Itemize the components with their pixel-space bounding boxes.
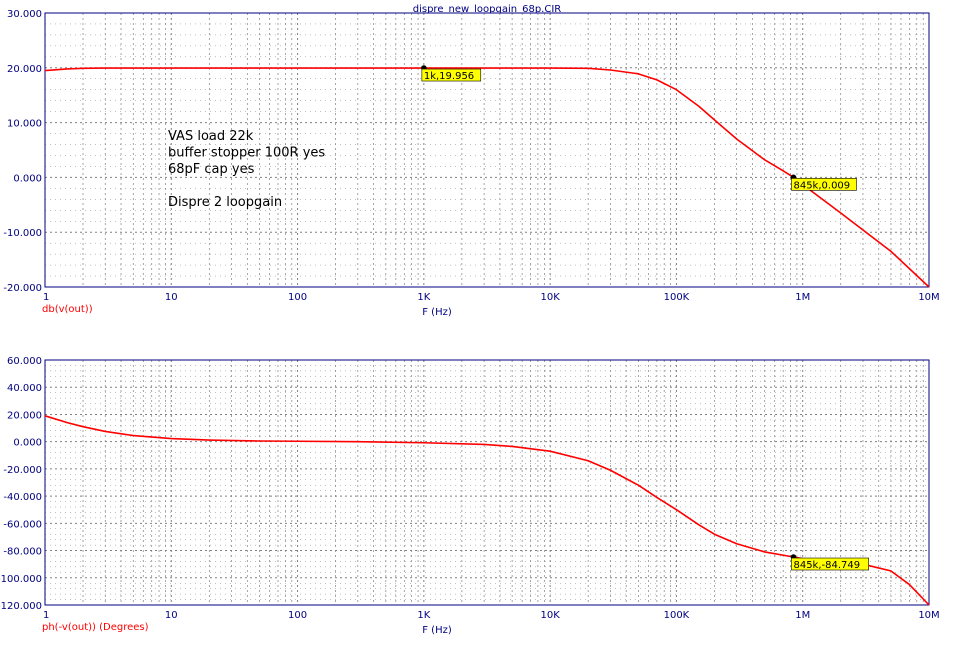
- phase-plot-panel: 60.000 40.000 20.000 0.000 -20.000 -40.000 -60…: [0, 356, 940, 636]
- annotation-line: Dispre 2 loopgain: [168, 195, 282, 210]
- x-tick-label: 10K: [540, 292, 560, 303]
- marker-label: 845k,0.009: [793, 180, 850, 191]
- annotation-line: buffer stopper 100R yes: [168, 146, 325, 161]
- x-tick-label: 100: [288, 292, 307, 303]
- annotation-text: VAS load 22k buffer stopper 100R yes 68pF …: [168, 129, 325, 210]
- y-tick-label: 40.000: [7, 383, 42, 394]
- x-tick-label: 100K: [664, 292, 690, 303]
- marker-label: 1k,19.956: [424, 71, 474, 82]
- x-tick-label: 10M: [918, 610, 939, 621]
- x-tick-label: 1K: [417, 292, 430, 303]
- x-tick-label: 1K: [417, 610, 430, 621]
- series-label: db(v(out)): [42, 304, 93, 315]
- y-tick-label: -20.000: [3, 465, 42, 476]
- y-tick-label: 30.000: [7, 9, 42, 20]
- y-tick-label: -60.000: [3, 519, 42, 530]
- y-tick-label: 20.000: [7, 410, 42, 421]
- plot-frame: [44, 12, 930, 288]
- annotation-line: VAS load 22k: [168, 129, 254, 144]
- x-tick-label: 10K: [540, 610, 560, 621]
- x-tick-label: 10: [165, 292, 178, 303]
- x-tick-label: 100K: [664, 610, 690, 621]
- x-axis-label: F (Hz): [422, 625, 452, 636]
- y-tick-label: -20.000: [3, 283, 42, 294]
- x-tick-label: 10: [165, 610, 178, 621]
- x-tick-label: 100: [288, 610, 307, 621]
- y-tick-label: 10.000: [7, 119, 42, 130]
- marker-label-box: [791, 178, 857, 191]
- marker-label-box: [421, 68, 482, 82]
- marker-label: 845k,-84.749: [793, 560, 860, 571]
- plot-area: [45, 360, 929, 605]
- x-tick-label: 1: [43, 292, 49, 303]
- y-tick-label: -10.000: [3, 228, 42, 239]
- x-tick-label: 1M: [795, 292, 810, 303]
- x-tick-label: 1: [43, 610, 49, 621]
- y-tick-label: 60.000: [7, 356, 42, 367]
- y-tick-label: 0.000: [13, 173, 42, 184]
- plot-title: dispre_new_loopgain_68p.CIR: [413, 4, 562, 15]
- y-tick-label: -80.000: [3, 547, 42, 558]
- series-label: ph(-v(out)) (Degrees): [42, 622, 149, 633]
- plot-area: [45, 13, 929, 287]
- annotation-line: 68pF cap yes: [168, 162, 255, 177]
- y-tick-label: 0.000: [13, 438, 42, 449]
- y-tick-label: -120.000: [0, 601, 42, 612]
- y-tick-label: -100.000: [0, 574, 42, 585]
- x-tick-label: 10M: [918, 292, 939, 303]
- y-tick-label: 20.000: [7, 64, 42, 75]
- x-axis-label: F (Hz): [422, 307, 452, 318]
- x-tick-label: 1M: [795, 610, 810, 621]
- plot-frame: [44, 359, 930, 606]
- y-tick-label: -40.000: [3, 492, 42, 503]
- marker-label-box: [791, 557, 869, 571]
